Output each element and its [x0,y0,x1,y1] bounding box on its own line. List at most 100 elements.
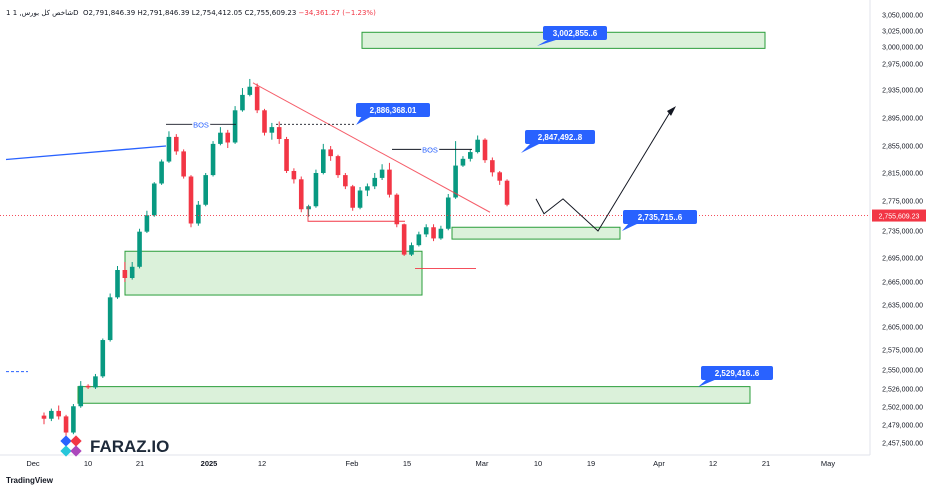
candle-body[interactable] [482,139,488,161]
price-tick-label: 2,735,000.00 [882,229,923,236]
symbol-label: 1 شاخص کل بورس, 1D [6,9,79,17]
candle-body[interactable] [254,86,260,111]
candle-body[interactable] [445,197,451,229]
time-tick-label: Dec [26,459,40,468]
candle-body[interactable] [321,149,326,173]
callout-near-label: 2,735,715..6 [638,213,683,222]
time-tick-label: 2025 [201,459,218,468]
candle-body[interactable] [350,186,355,208]
candle-body[interactable] [372,177,378,187]
candle-body[interactable] [490,160,495,173]
candle-body[interactable] [85,385,91,388]
callout-target-tail [537,39,559,46]
candle-body[interactable] [379,169,385,178]
candle-body[interactable] [151,183,157,216]
candle-body[interactable] [291,170,297,180]
candle-body[interactable] [225,132,231,143]
candle-body[interactable] [497,172,502,181]
candle-body[interactable] [269,127,275,133]
candle-body[interactable] [115,270,120,298]
candle-body[interactable] [328,149,333,157]
candle-body[interactable] [159,161,164,184]
candle-body[interactable] [122,270,128,278]
candle-body[interactable] [387,169,392,195]
demand-zone-near[interactable] [451,226,621,240]
candle-body[interactable] [240,94,245,111]
candle-body[interactable] [394,194,400,225]
candle-body[interactable] [284,139,289,171]
callout-mid-box[interactable] [525,130,595,144]
tradingview-badge[interactable]: TradingView [6,476,53,485]
candle-body[interactable] [181,151,186,177]
projection-path[interactable] [535,108,673,232]
candle-body[interactable] [49,410,54,419]
price-tick-label: 2,479,000.00 [882,423,923,430]
candle-body[interactable] [313,173,319,207]
price-tick-label: 2,855,000.00 [882,144,923,151]
demand-zone-middle[interactable] [124,250,423,296]
candle-body[interactable] [174,136,179,152]
candle-body[interactable] [431,227,436,239]
candle-body[interactable] [453,165,458,198]
candle-body[interactable] [262,110,267,133]
candle-body[interactable] [93,376,98,388]
callout-high-tail [356,116,372,125]
candle-body[interactable] [475,139,480,153]
price-tick-label: 2,575,000.00 [882,348,923,355]
time-tick-label: 15 [403,459,411,468]
candle-body[interactable] [63,416,69,433]
candle-body[interactable] [203,175,208,205]
candle-body[interactable] [423,227,429,235]
candle-body[interactable] [438,228,444,239]
candle-body[interactable] [188,176,194,224]
callout-high-box[interactable] [356,103,430,117]
candle-body[interactable] [401,224,407,255]
callout-near-box[interactable] [623,210,697,224]
candle-body[interactable] [335,156,341,176]
candle-body[interactable] [276,127,282,139]
candle-body[interactable] [365,186,370,191]
candle-body[interactable] [343,175,348,187]
bos-label-1: BOS [193,120,209,129]
candle-body[interactable] [504,180,510,205]
candle-body[interactable] [409,245,414,255]
time-tick-label: Mar [476,459,489,468]
trend-line-blue[interactable] [5,145,167,161]
price-tick-label: 2,695,000.00 [882,256,923,263]
candle-body[interactable] [100,340,106,377]
candle-body[interactable] [41,415,47,419]
candle-body[interactable] [416,234,422,246]
demand-zone-bottom[interactable] [77,386,751,404]
candle-body[interactable] [107,297,113,341]
candle-body[interactable] [247,86,253,95]
symbol-header: 1 شاخص کل بورس, 1D O2,791,846.39 H2,791,… [6,9,376,17]
candle-body[interactable] [298,179,304,210]
candle-body[interactable] [166,136,172,162]
candle-body[interactable] [144,215,150,232]
candle-body[interactable] [468,152,473,159]
candle-body[interactable] [460,158,466,166]
candle-body[interactable] [56,410,61,417]
price-tick-label: 3,025,000.00 [882,29,923,36]
descending-trend-line[interactable] [252,82,491,213]
callout-bottom-box[interactable] [701,366,773,380]
callout-high-label: 2,886,368.01 [370,106,417,115]
candle-body[interactable] [218,132,223,144]
candle-body[interactable] [196,204,201,224]
candle-body[interactable] [137,231,142,267]
callout-target-box[interactable] [543,26,607,40]
candle-body[interactable] [232,110,238,143]
candle-body[interactable] [357,190,363,208]
ohlc-low: L2,754,412.05 [191,9,243,17]
candle-body[interactable] [306,206,311,210]
ohlc-open: O2,791,846.39 [82,9,136,17]
candle-body[interactable] [129,266,135,278]
faraz-logo-text: FARAZ.IO [90,437,169,456]
candle-body[interactable] [210,143,216,176]
callout-bottom-tail [698,379,717,387]
price-tick-label: 2,502,000.00 [882,405,923,412]
candle-body[interactable] [71,406,76,433]
candle-body[interactable] [78,385,84,407]
price-tick-label: 3,050,000.00 [882,13,923,20]
